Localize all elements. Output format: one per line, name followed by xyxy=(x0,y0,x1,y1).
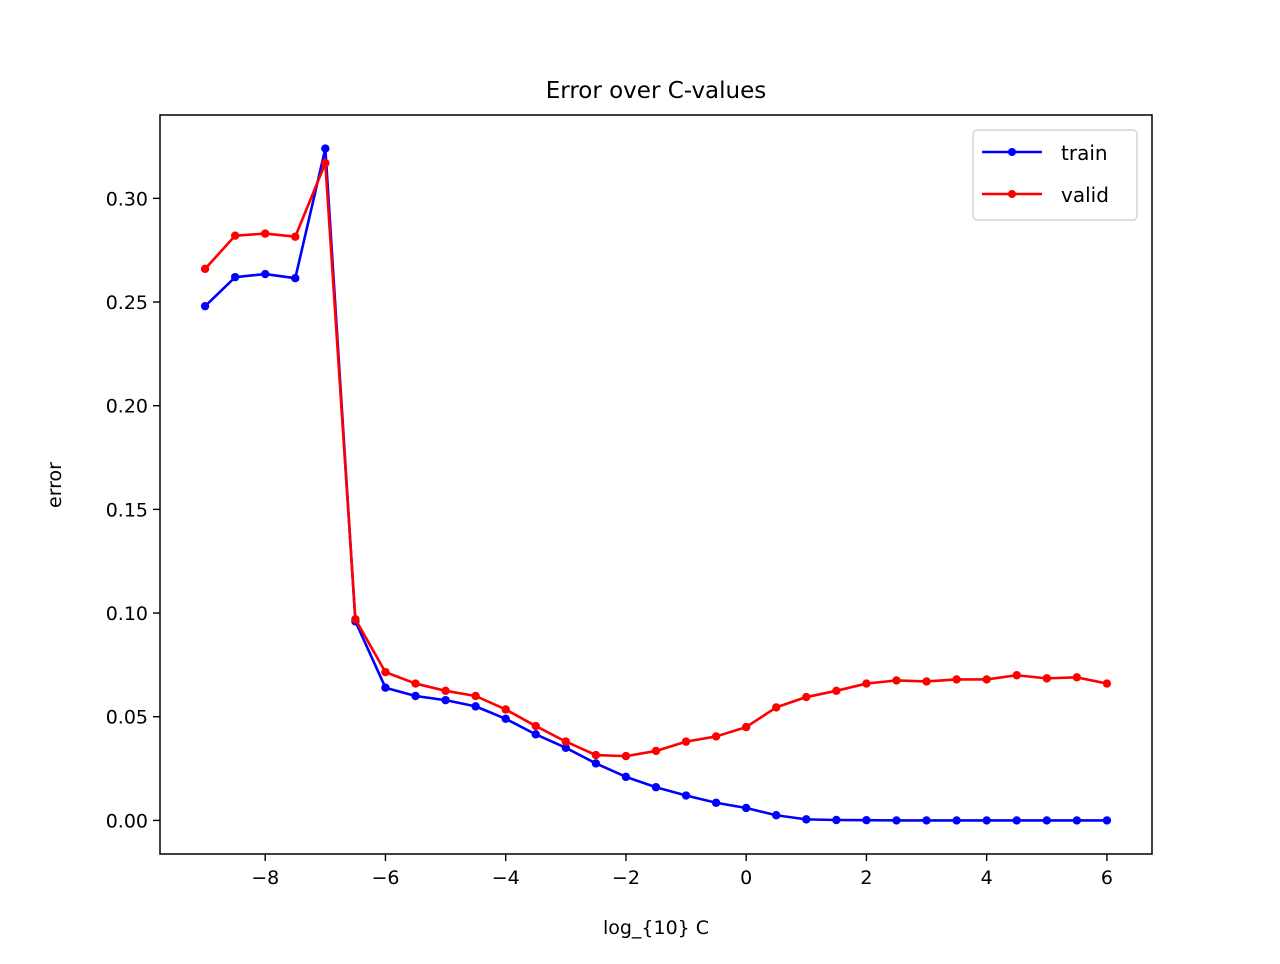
data-point-valid xyxy=(441,686,450,696)
data-point-valid xyxy=(321,158,330,168)
data-point-train xyxy=(711,798,721,807)
data-point-train xyxy=(200,301,210,311)
data-point-train xyxy=(531,730,540,739)
y-axis-label: error xyxy=(44,462,66,508)
data-point-train xyxy=(621,772,631,782)
data-point-valid xyxy=(802,692,811,702)
data-point-train xyxy=(772,811,781,820)
y-tick-label: 0.20 xyxy=(106,396,148,418)
data-point-valid xyxy=(711,732,721,741)
data-point-valid xyxy=(982,675,991,684)
data-point-train xyxy=(591,759,601,768)
data-point-train xyxy=(291,273,300,283)
legend-valid-marker xyxy=(1008,190,1016,198)
data-point-valid xyxy=(1072,673,1082,682)
data-point-valid xyxy=(1102,679,1112,688)
data-point-train xyxy=(381,683,390,692)
data-point-train xyxy=(681,791,691,800)
data-point-train xyxy=(1102,816,1112,825)
data-point-valid xyxy=(741,722,751,732)
x-tick-label: −6 xyxy=(371,867,399,889)
data-point-valid xyxy=(922,677,931,686)
data-point-train xyxy=(1012,816,1021,825)
data-point-valid xyxy=(621,751,631,761)
data-point-valid xyxy=(351,615,360,624)
data-point-train xyxy=(741,803,751,813)
legend-box xyxy=(972,129,1138,221)
x-tick-label: −4 xyxy=(492,867,520,889)
data-point-train xyxy=(501,714,510,724)
data-point-train xyxy=(892,816,901,825)
data-point-valid xyxy=(501,705,510,714)
data-point-valid xyxy=(591,750,601,760)
x-tick-label: −2 xyxy=(612,867,640,889)
data-point-train xyxy=(922,816,931,825)
data-point-valid xyxy=(772,703,781,712)
data-point-valid xyxy=(561,737,571,746)
data-point-valid xyxy=(1042,674,1051,683)
data-point-valid xyxy=(200,264,210,274)
data-point-valid xyxy=(381,667,390,677)
data-point-train xyxy=(832,815,841,825)
y-tick-label: 0.30 xyxy=(106,188,148,210)
x-axis-ticks: −8 −6 −4 −2 0 2 4 6 xyxy=(251,854,1113,889)
y-tick-label: 0.25 xyxy=(106,292,148,314)
data-point-train xyxy=(230,272,240,282)
data-point-valid xyxy=(411,679,420,688)
legend-train-marker xyxy=(1008,148,1016,156)
chart-title: Error over C-values xyxy=(546,78,767,104)
data-point-valid xyxy=(681,737,691,746)
x-tick-label: 4 xyxy=(981,867,993,889)
data-point-valid xyxy=(291,232,300,241)
data-point-train xyxy=(651,783,661,792)
data-point-valid xyxy=(651,746,661,756)
x-tick-label: −8 xyxy=(251,867,279,889)
data-point-train xyxy=(802,815,811,824)
data-point-train xyxy=(952,816,961,825)
data-point-train xyxy=(411,691,420,701)
data-point-valid xyxy=(862,679,871,688)
data-point-valid xyxy=(471,691,480,701)
data-point-train xyxy=(441,695,450,705)
data-point-train xyxy=(261,269,270,279)
plot-frame xyxy=(159,114,1153,855)
data-point-train xyxy=(982,816,991,825)
data-point-train xyxy=(1042,816,1051,825)
plot-layer xyxy=(200,144,1112,825)
data-point-valid xyxy=(230,231,240,240)
data-point-train xyxy=(1072,816,1082,825)
data-point-valid xyxy=(832,686,841,696)
x-tick-label: 6 xyxy=(1101,867,1113,889)
data-point-train xyxy=(561,743,571,753)
data-point-train xyxy=(321,144,330,153)
legend-train-label: train xyxy=(1061,141,1108,165)
legend: train valid xyxy=(972,129,1138,221)
data-point-valid xyxy=(892,676,901,685)
data-point-valid xyxy=(261,229,270,238)
y-tick-label: 0.05 xyxy=(106,707,148,729)
data-point-valid xyxy=(952,675,961,684)
legend-valid-label: valid xyxy=(1061,183,1109,207)
data-point-train xyxy=(862,816,871,825)
y-tick-label: 0.10 xyxy=(106,603,148,625)
x-tick-label: 0 xyxy=(740,867,752,889)
y-tick-label: 0.00 xyxy=(106,810,148,832)
x-tick-label: 2 xyxy=(860,867,872,889)
data-point-train xyxy=(471,702,480,711)
data-point-valid xyxy=(531,721,540,731)
x-axis-label: log_{10} C xyxy=(603,917,709,939)
y-axis-ticks: 0.00 0.05 0.10 0.15 0.20 0.25 0.30 xyxy=(106,188,160,832)
y-tick-label: 0.15 xyxy=(106,499,148,521)
data-point-valid xyxy=(1012,671,1021,680)
